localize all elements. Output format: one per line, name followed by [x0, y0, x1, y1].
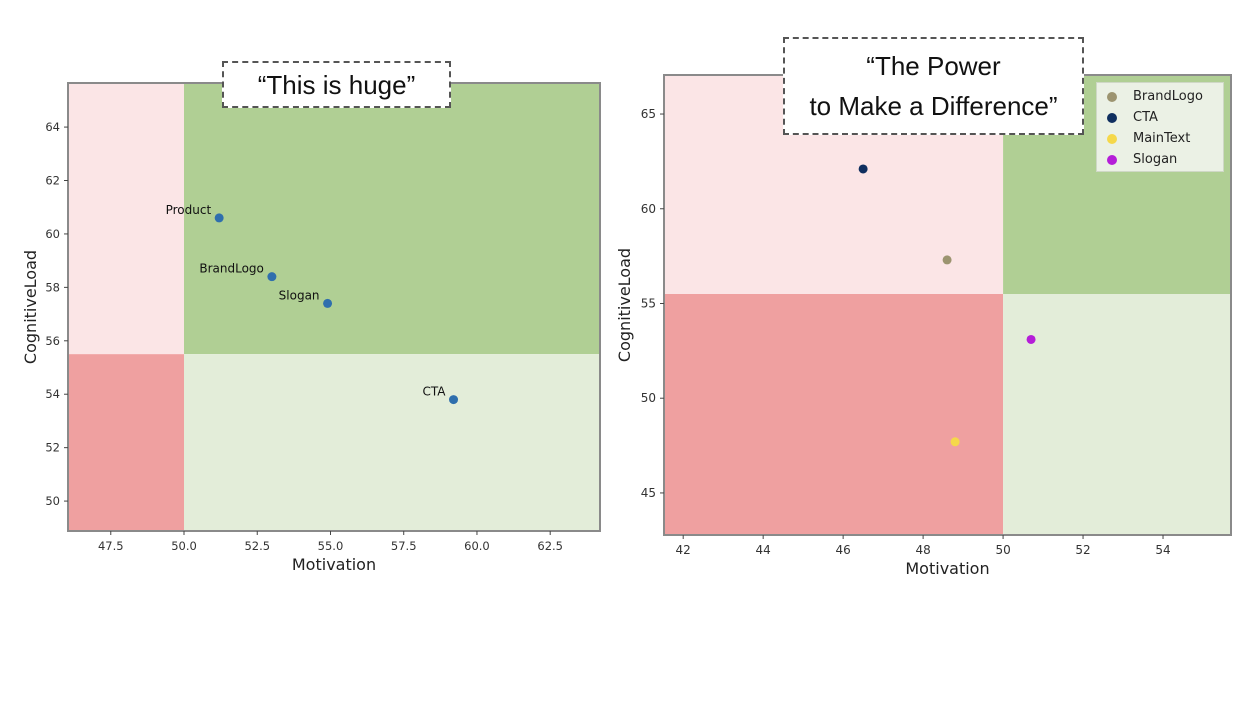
legend-item-cta: CTA	[1107, 107, 1223, 128]
x-axis-label: Motivation	[905, 559, 989, 578]
y-tick-label: 64	[45, 120, 60, 134]
x-tick-label: 46	[835, 543, 850, 557]
data-point-label: Slogan	[279, 288, 320, 302]
y-tick-label: 52	[45, 441, 60, 455]
y-tick-label: 50	[641, 391, 656, 405]
right-chart-legend: BrandLogo CTA MainText Slogan	[1096, 82, 1224, 172]
data-point	[449, 395, 459, 405]
y-axis-label: CognitiveLoad	[21, 250, 40, 364]
quadrant-low-load-high-motivation	[1003, 294, 1231, 535]
x-tick-label: 52	[1075, 543, 1090, 557]
legend-marker-icon	[1107, 112, 1117, 123]
legend-label: CTA	[1133, 110, 1158, 125]
y-tick-label: 58	[45, 280, 60, 294]
data-point-maintext	[950, 437, 960, 447]
legend-marker-icon	[1107, 154, 1117, 165]
data-point-label: BrandLogo	[199, 262, 264, 276]
y-tick-label: 45	[641, 486, 656, 500]
quadrant-low-load-low-motivation	[68, 354, 185, 531]
y-tick-label: 55	[641, 296, 656, 310]
right-chart-title: “The Power to Make a Difference”	[783, 37, 1084, 135]
quadrant-high-load-low-motivation	[68, 83, 185, 355]
legend-item-slogan: Slogan	[1107, 149, 1223, 170]
x-tick-label: 52.5	[244, 539, 270, 553]
y-tick-label: 62	[45, 174, 60, 188]
left-scatter-plot: 47.5 50.0 52.5 55.0 57.5 60.0 62.5 50 52 54 56 58 60…	[21, 82, 601, 574]
data-point	[214, 213, 224, 223]
x-axis-label: Motivation	[292, 555, 376, 574]
y-axis-label: CognitiveLoad	[615, 248, 634, 362]
x-tick-label: 42	[676, 543, 691, 557]
x-tick-label: 54	[1155, 543, 1170, 557]
x-tick-label: 47.5	[98, 539, 124, 553]
quadrant-low-load-low-motivation	[664, 294, 1004, 535]
legend-label: MainText	[1133, 131, 1191, 146]
y-tick-label: 65	[641, 107, 656, 121]
quadrant-low-load-high-motivation	[184, 354, 601, 531]
x-tick-label: 50.0	[171, 539, 197, 553]
y-tick-label: 50	[45, 494, 60, 508]
x-tick-label: 62.5	[537, 539, 563, 553]
legend-marker-icon	[1107, 91, 1117, 102]
quadrant-high-load-high-motivation	[184, 83, 601, 355]
y-tick-label: 60	[45, 227, 60, 241]
x-tick-label: 50	[995, 543, 1010, 557]
legend-marker-icon	[1107, 133, 1117, 144]
x-tick-label: 48	[915, 543, 930, 557]
x-tick-label: 55.0	[318, 539, 344, 553]
data-point-cta	[858, 164, 868, 174]
data-point-label: Product	[166, 203, 212, 217]
data-point-brandlogo	[942, 255, 952, 265]
y-tick-label: 54	[45, 387, 60, 401]
x-tick-label: 44	[756, 543, 771, 557]
legend-label: BrandLogo	[1133, 89, 1203, 104]
x-tick-label: 57.5	[391, 539, 417, 553]
x-tick-label: 60.0	[464, 539, 490, 553]
legend-item-maintext: MainText	[1107, 128, 1223, 149]
y-tick-label: 56	[45, 334, 60, 348]
data-point-slogan	[1026, 334, 1036, 344]
data-point-label: CTA	[423, 385, 447, 399]
data-point	[267, 272, 277, 282]
legend-label: Slogan	[1133, 152, 1178, 167]
y-tick-label: 60	[641, 202, 656, 216]
data-point	[323, 298, 333, 308]
legend-item-brandlogo: BrandLogo	[1107, 86, 1223, 107]
left-chart-title: “This is huge”	[222, 61, 451, 108]
